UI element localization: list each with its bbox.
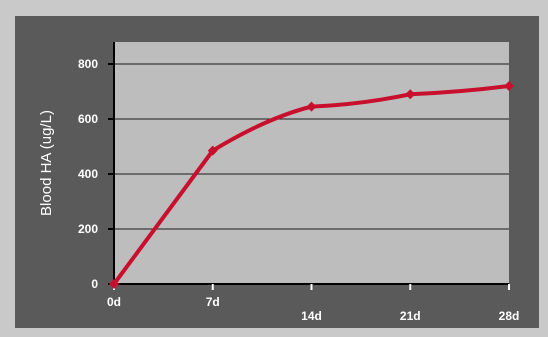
y-tick-label-0: 0 <box>91 277 98 291</box>
data-point-21d <box>405 89 416 100</box>
x-tick-label-21d: 21d <box>400 309 421 323</box>
y-axis-ticks: 0 200 400 600 800 <box>78 57 114 291</box>
y-tick-label-800: 800 <box>78 57 98 71</box>
series-line-0 <box>112 84 511 286</box>
series-group <box>109 81 514 289</box>
gridlines <box>114 63 509 230</box>
x-tick-label-0d: 0d <box>107 295 121 309</box>
chart-frame: 0 200 400 600 800 0d 7d 14d 21d 28d Blood HA (ug… <box>15 16 539 328</box>
plot-area <box>114 42 509 284</box>
data-point-7d <box>207 145 218 156</box>
y-tick-label-600: 600 <box>78 112 98 126</box>
x-tick-label-7d: 7d <box>206 295 220 309</box>
x-tick-label-14d: 14d <box>301 309 322 323</box>
y-tick-label-200: 200 <box>78 222 98 236</box>
data-point-28d <box>504 81 514 91</box>
x-axis-ticks: 0d 7d 14d 21d 28d <box>107 284 519 323</box>
data-point-0d <box>109 279 119 289</box>
y-axis-title: Blood HA (ug/L) <box>38 110 55 216</box>
x-tick-label-28d: 28d <box>499 309 520 323</box>
line-chart: 0 200 400 600 800 0d 7d 14d 21d 28d Blood HA (ug… <box>38 42 519 323</box>
y-tick-label-400: 400 <box>78 167 98 181</box>
data-point-14d <box>306 101 317 112</box>
